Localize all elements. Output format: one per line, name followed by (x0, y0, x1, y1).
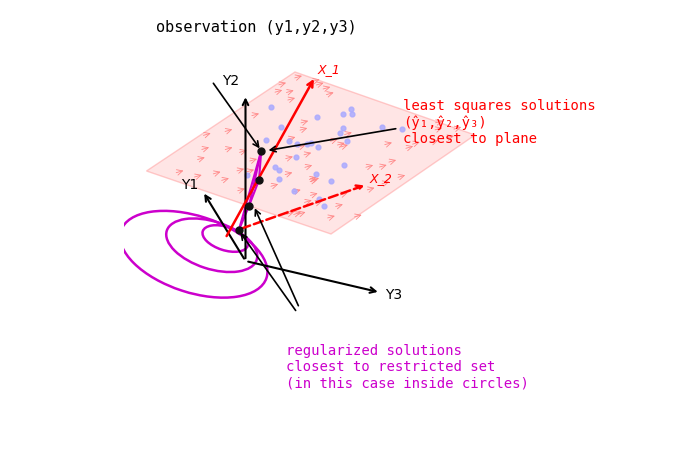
Point (312, 113, 323, 120)
Point (346, 105, 357, 112)
Point (318, 202, 329, 210)
Text: Y1: Y1 (181, 178, 198, 192)
Point (291, 153, 302, 161)
Point (338, 125, 349, 132)
Text: Y3: Y3 (385, 288, 402, 302)
Text: least squares solutions
(ŷ₁,ŷ₂,ŷ₃)
closest to plane: least squares solutions (ŷ₁,ŷ₂,ŷ₃) close… (403, 99, 595, 146)
Point (325, 178, 336, 185)
Text: regularized solutions
closest to restricted set
(in this case inside circles): regularized solutions closest to restric… (286, 344, 529, 391)
Point (342, 137, 353, 144)
Point (338, 162, 349, 169)
Text: X_1: X_1 (318, 63, 341, 76)
Point (334, 130, 346, 137)
Point (306, 140, 317, 147)
Point (274, 176, 285, 183)
Text: X_2: X_2 (369, 172, 392, 185)
Point (376, 123, 387, 130)
Point (338, 110, 349, 117)
Point (289, 187, 300, 194)
Point (346, 111, 357, 118)
Point (265, 103, 276, 110)
Point (261, 137, 272, 144)
Point (313, 196, 325, 203)
Point (275, 123, 286, 130)
Point (397, 126, 408, 133)
Text: Y2: Y2 (222, 74, 239, 88)
Point (312, 143, 323, 150)
Point (301, 141, 312, 148)
Point (241, 172, 252, 179)
Polygon shape (147, 72, 475, 234)
Point (311, 171, 322, 178)
Point (273, 166, 284, 173)
Point (292, 140, 303, 147)
Point (283, 138, 295, 145)
Point (269, 163, 281, 170)
Text: observation (y1,y2,y3): observation (y1,y2,y3) (156, 20, 356, 35)
